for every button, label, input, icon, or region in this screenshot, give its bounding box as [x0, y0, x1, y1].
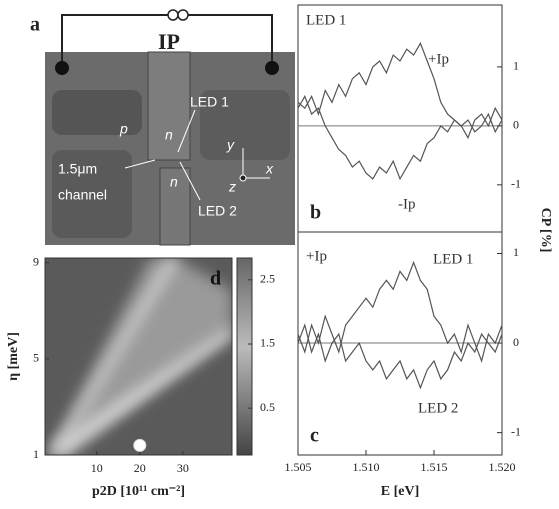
heatmap-ridge: [50, 258, 180, 455]
colorbar: [236, 257, 253, 456]
x-tick-label: 20: [134, 461, 146, 475]
pointer: [179, 161, 201, 201]
series-label: LED 1: [433, 251, 473, 267]
channel-label: channel: [58, 187, 107, 203]
x-tick-label: 1.505: [285, 460, 312, 474]
axis-label: x: [265, 161, 274, 177]
colorbar-tick-label: 2.5: [260, 272, 275, 286]
annotation: LED 1: [306, 12, 346, 28]
x-tick-label: 1.510: [353, 460, 380, 474]
doping-label: p: [119, 121, 128, 137]
y-tick-label: 0: [513, 118, 519, 132]
terminal: [177, 9, 189, 21]
heatmap-band: [48, 258, 232, 455]
y-tick-label: 5: [33, 351, 39, 365]
point: [133, 438, 147, 452]
region: [52, 90, 142, 135]
channel-strip: [147, 51, 191, 161]
panel-label: a: [30, 14, 40, 36]
heatmap-ridge: [52, 325, 232, 455]
x-tick-label: 1.520: [489, 460, 516, 474]
series-label: +Ip: [428, 51, 449, 67]
panel-label: b: [310, 202, 321, 224]
x-tick-label: 10: [91, 461, 103, 475]
y-tick-label: 1: [33, 447, 39, 461]
series-line: [297, 95, 503, 181]
series-line: [297, 323, 503, 390]
series-label: -Ip: [398, 196, 416, 212]
contact: [265, 61, 279, 75]
axis-label: z: [228, 179, 236, 195]
width-label: 1.5μm: [58, 161, 97, 177]
colorbar-tick-label: 0.5: [260, 400, 275, 414]
wire: [61, 14, 168, 68]
axis-label: y: [226, 137, 235, 153]
series-line: [297, 260, 503, 363]
axis-origin: [239, 174, 247, 182]
doping-label: n: [165, 127, 173, 143]
panel-label: d: [210, 268, 221, 290]
current-label: IP: [158, 29, 180, 54]
doping-label: n: [170, 174, 178, 190]
heatmap-image: [45, 258, 232, 455]
y-tick-label: 1: [513, 245, 519, 259]
contact: [55, 61, 69, 75]
x-axis-title: p2D [10¹¹ cm⁻²]: [92, 484, 185, 499]
pointer: [124, 159, 156, 169]
x-axis-title: E [eV]: [381, 484, 420, 499]
terminal: [167, 9, 179, 21]
region: [200, 90, 290, 160]
y-tick-label: 0: [513, 335, 519, 349]
panel-label: c: [310, 425, 319, 447]
led-label: LED 2: [198, 203, 237, 219]
y-axis-title: η [meV]: [6, 332, 21, 381]
y-axis-title: CP [%]: [538, 208, 553, 253]
panel-a: a IP LED 1 LED 2 n n p 1.5μm channel y x…: [30, 9, 295, 246]
y-tick-label: 1: [513, 59, 519, 73]
led-label: LED 1: [190, 94, 229, 110]
annotation: +Ip: [306, 248, 327, 264]
channel-strip: [159, 167, 191, 246]
pointer: [177, 109, 196, 153]
series-label: LED 2: [418, 400, 458, 416]
x-tick-label: 30: [177, 461, 189, 475]
series-line: [297, 41, 503, 134]
x-tick-label: 1.515: [421, 460, 448, 474]
y-tick-label: 9: [33, 255, 39, 269]
region: [52, 150, 132, 238]
heatmap-frame: [44, 257, 233, 456]
y-tick-label: -1: [511, 424, 521, 438]
colorbar-tick-label: 1.5: [260, 336, 275, 350]
y-tick-label: -1: [511, 177, 521, 191]
wire: [188, 14, 273, 68]
